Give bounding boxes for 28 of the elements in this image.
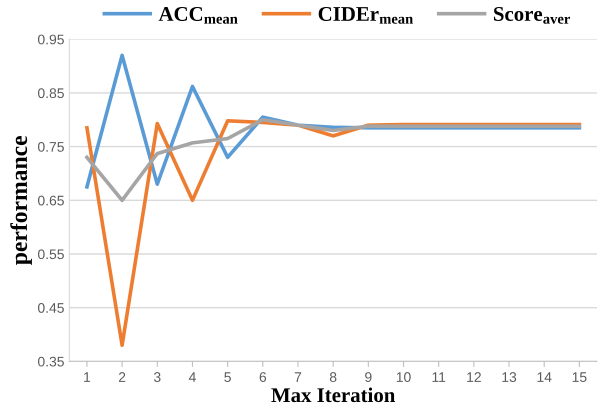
line-series [85, 118, 582, 202]
x-tick-label: 1 [84, 372, 90, 382]
x-tick-label: 11 [432, 372, 446, 382]
x-tick-label: 5 [224, 372, 231, 382]
y-tick-label: 0.65 [38, 196, 64, 206]
x-tick-label: 12 [467, 372, 481, 382]
x-tick-label: 10 [396, 372, 411, 382]
x-tick-label: 7 [294, 372, 302, 382]
x-tick-label: 15 [572, 372, 587, 382]
legend-label: Score$_{aver}$ [494, 6, 570, 24]
x-tick-label: 4 [188, 372, 196, 382]
legend-label: ACC$_{mean}$ [158, 6, 238, 24]
legend-label: CIDEr$_{mean}$ [318, 6, 413, 24]
y-tick-label: 0.35 [38, 356, 64, 367]
x-tick-label: 2 [118, 372, 126, 382]
x-tick-label: 13 [502, 372, 516, 382]
x-tick-label: 6 [260, 372, 266, 382]
y-tick-label: 0.45 [38, 303, 64, 313]
x-tick-label: 8 [330, 372, 336, 382]
y-tick-label: 0.55 [38, 249, 64, 260]
y-tick-label: 0.85 [38, 88, 64, 98]
y-tick-label: 0.75 [38, 142, 64, 152]
x-tick-label: 14 [538, 372, 552, 382]
x-tick-label: 9 [365, 372, 372, 382]
x-tick-label: 3 [154, 372, 161, 382]
x-axis-title: Max Iteration [271, 388, 396, 402]
y-axis-title: performance [10, 136, 32, 265]
y-tick-label: 0.95 [38, 34, 64, 44]
